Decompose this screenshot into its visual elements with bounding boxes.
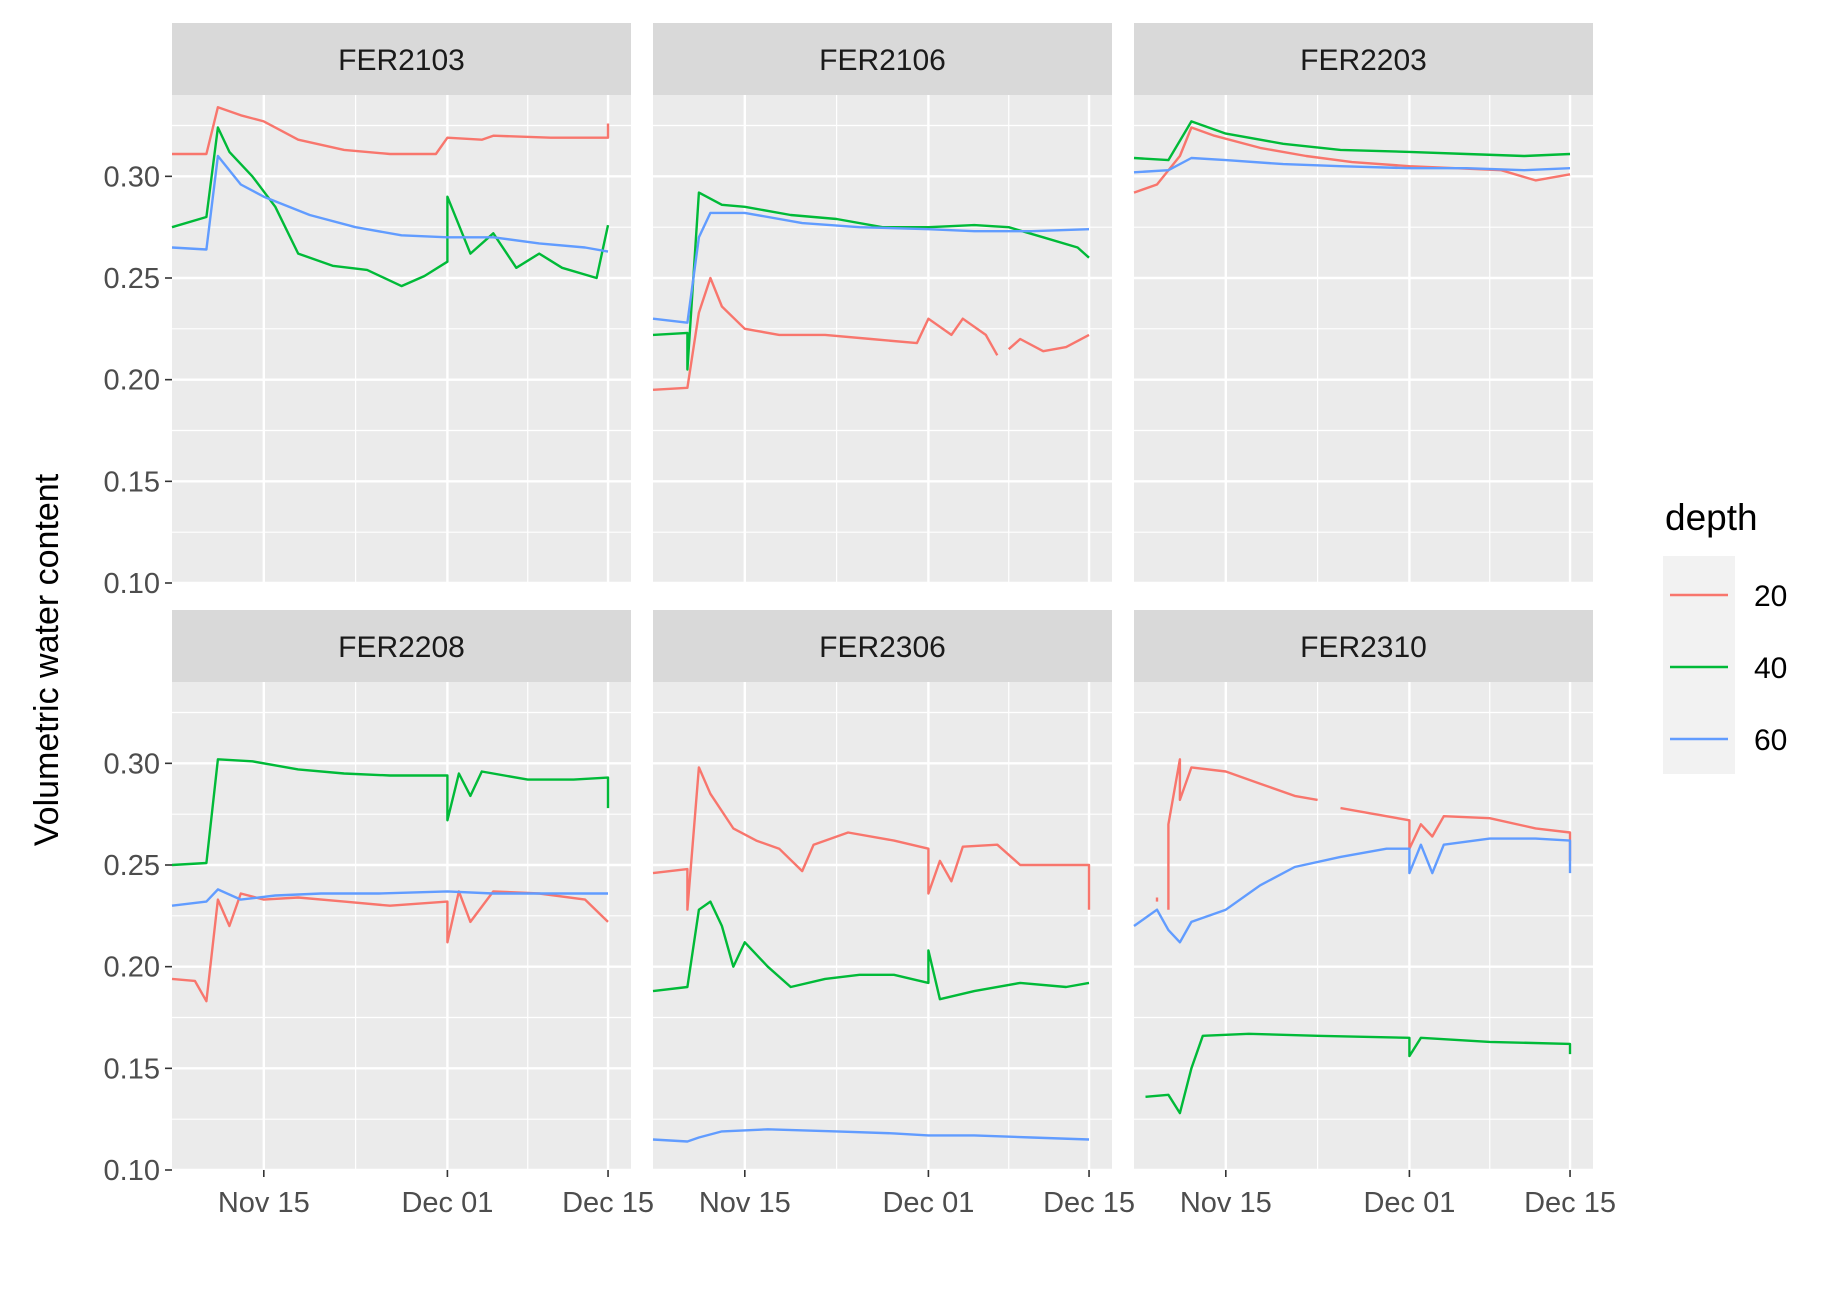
legend-label-20: 20: [1754, 580, 1787, 613]
series-line-depth-40: [652, 191, 1090, 371]
x-tick-label: Nov 15: [218, 1187, 310, 1219]
x-tick-label: Dec 01: [401, 1187, 493, 1219]
panel-strip: [1134, 610, 1593, 682]
series-line-depth-40: [171, 126, 610, 288]
panel-strip: [653, 610, 1112, 682]
x-tick-label: Dec 15: [562, 1187, 654, 1219]
series-line-depth-40: [171, 758, 610, 867]
panel-strip: [1134, 23, 1593, 95]
panel-title: FER2208: [338, 631, 465, 664]
panel-background: [1134, 682, 1593, 1170]
legend-key-background: [1663, 556, 1735, 774]
y-tick-label: 0.25: [104, 850, 160, 882]
panel-title: FER2306: [819, 631, 946, 664]
y-tick-label: 0.10: [104, 1155, 160, 1187]
x-tick-label: Nov 15: [699, 1187, 791, 1219]
legend-label-40: 40: [1754, 652, 1787, 685]
x-tick-label: Dec 15: [1524, 1187, 1616, 1219]
y-tick-label: 0.30: [104, 161, 160, 193]
series-line-depth-20: [171, 890, 609, 1003]
y-tick-label: 0.15: [104, 1053, 160, 1085]
series-line-depth-60: [171, 154, 609, 253]
series-line-depth-60: [652, 211, 1090, 324]
x-tick-label: Dec 15: [1043, 1187, 1135, 1219]
series-line-depth-20: [652, 766, 1091, 911]
series-line-depth-60: [652, 1128, 1090, 1143]
x-tick-label: Dec 01: [882, 1187, 974, 1219]
y-tick-label: 0.30: [104, 748, 160, 780]
legend-label-60: 60: [1754, 724, 1787, 757]
panel-background: [1134, 95, 1593, 583]
series-line-depth-60: [171, 888, 608, 907]
panel-background: [172, 95, 631, 583]
series-line-depth-40: [1133, 120, 1571, 162]
y-tick-label: 0.20: [104, 365, 160, 397]
panel-strip: [172, 23, 631, 95]
y-tick-label: 0.25: [104, 263, 160, 295]
series-line-depth-20: [1007, 333, 1090, 353]
panel-title: FER2310: [1300, 631, 1427, 664]
legend-title: depth: [1665, 497, 1758, 538]
y-tick-label: 0.20: [104, 952, 160, 984]
panel-title: FER2106: [819, 44, 946, 77]
series-line-depth-20: [1340, 806, 1572, 861]
panel-strip: [172, 610, 631, 682]
panel-strip: [653, 23, 1112, 95]
x-tick-label: Nov 15: [1180, 1187, 1272, 1219]
series-line-depth-20: [652, 276, 999, 391]
series-line-depth-40: [652, 900, 1090, 1001]
series-line-depth-60: [1133, 837, 1572, 944]
y-tick-label: 0.15: [104, 466, 160, 498]
y-axis-title: Volumetric water content: [28, 473, 66, 846]
series-line-depth-20: [172, 105, 610, 156]
panel-title: FER2203: [1300, 44, 1427, 77]
panel-title: FER2103: [338, 44, 465, 77]
series-line-depth-60: [1133, 156, 1571, 174]
panel-background: [172, 682, 631, 1170]
y-tick-label: 0.10: [104, 568, 160, 600]
series-line-depth-20: [1167, 758, 1318, 910]
x-tick-label: Dec 01: [1363, 1187, 1455, 1219]
series-line-depth-40: [1145, 1032, 1572, 1115]
